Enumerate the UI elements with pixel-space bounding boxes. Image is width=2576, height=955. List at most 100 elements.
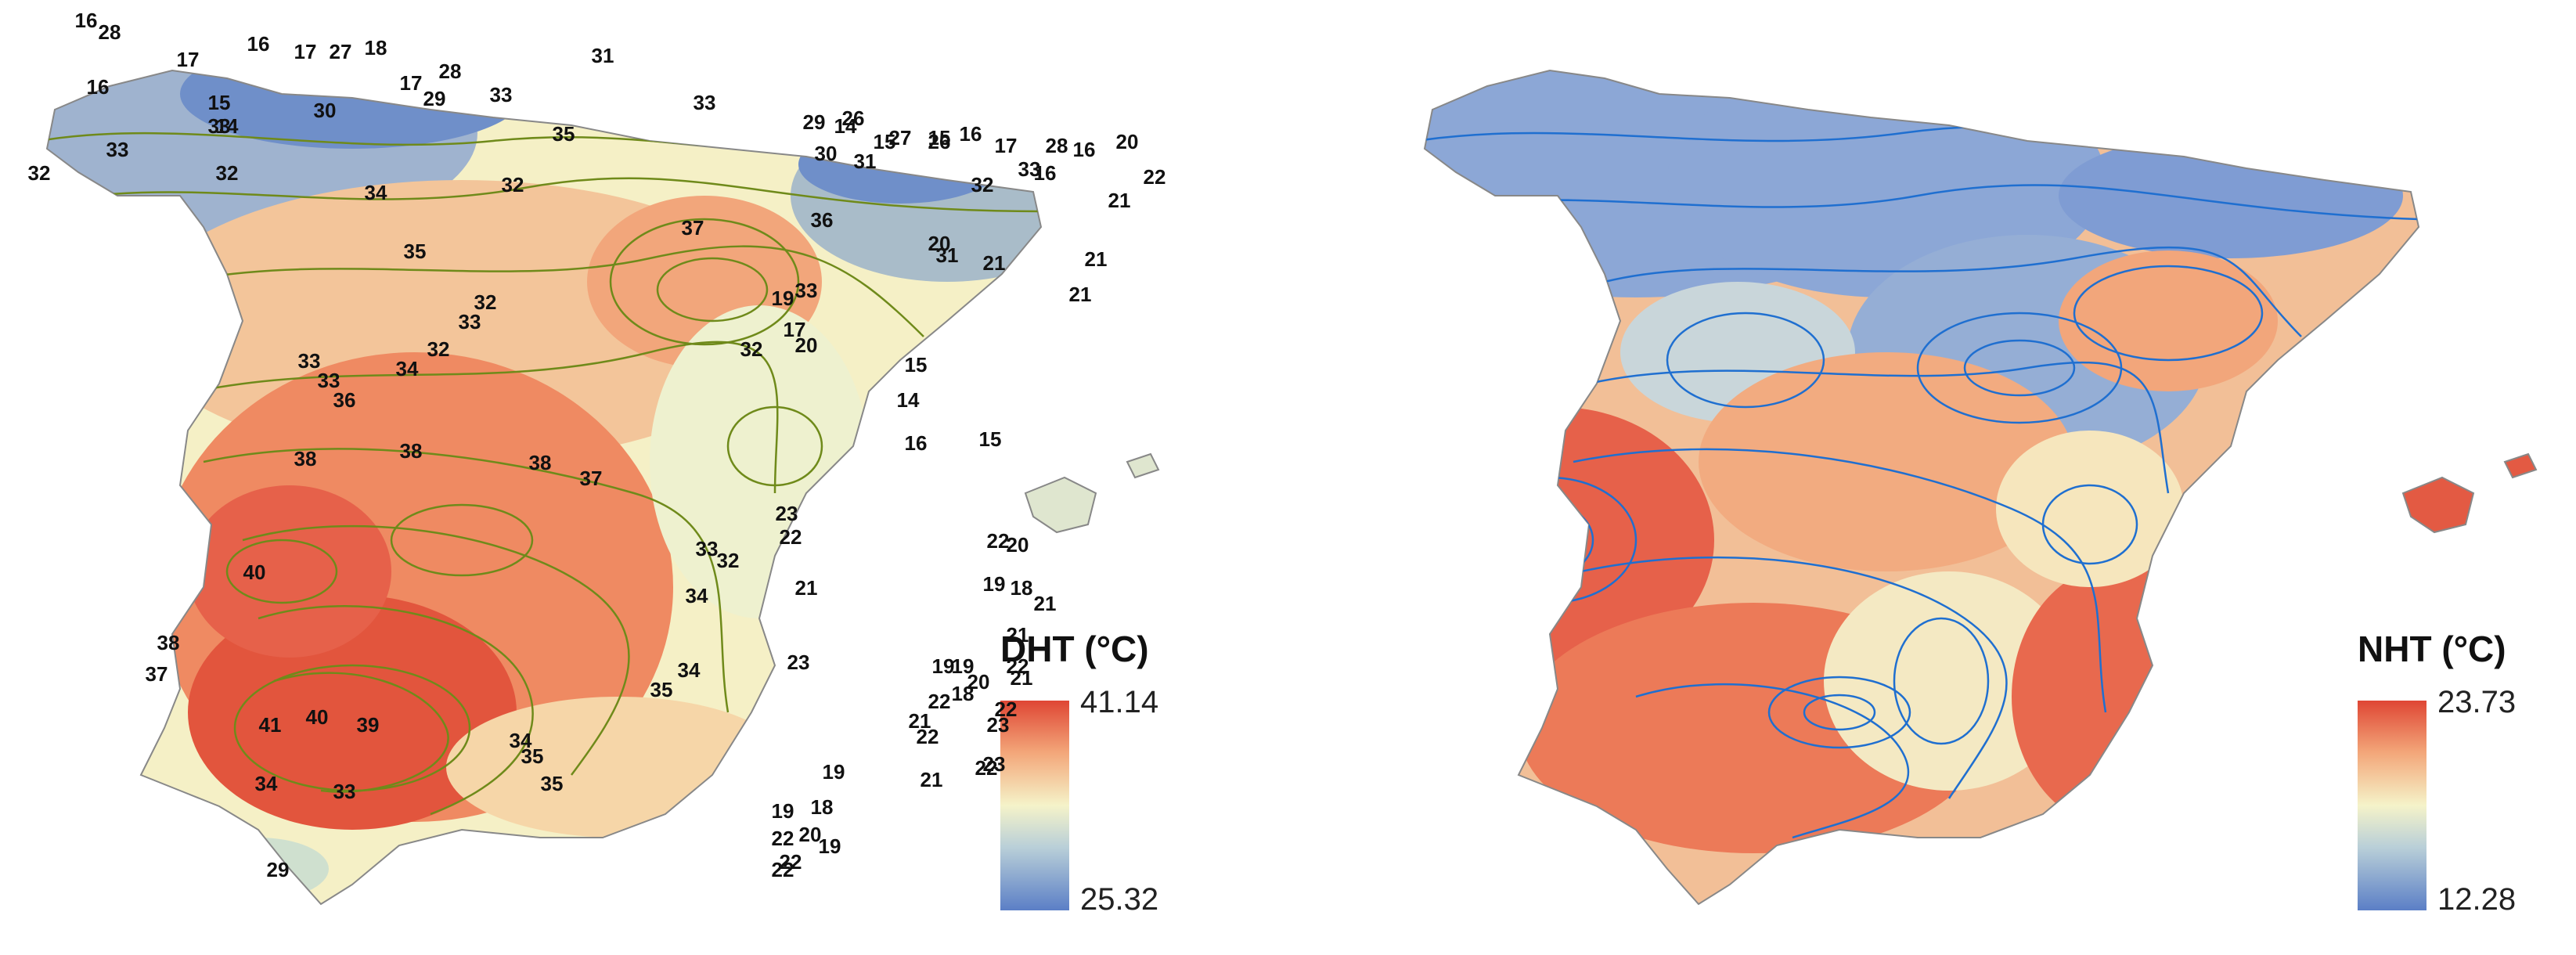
nht-contour-label: 16 — [75, 9, 98, 32]
nht-contour-label: 21 — [1034, 592, 1057, 615]
nht-contour-label: 23 — [787, 650, 810, 674]
dht-contour-label: 35 — [541, 772, 564, 795]
nht-contour-label: 15 — [874, 130, 896, 153]
dht-contour-label: 34 — [686, 584, 708, 607]
nht-contour-label: 21 — [921, 768, 943, 791]
nht-contour-label: 22 — [987, 529, 1010, 553]
nht-contour-label: 20 — [928, 232, 951, 255]
nht-contour-label: 22 — [1007, 654, 1029, 678]
dht-colorbar — [1000, 701, 1069, 910]
dht-contour-label: 26 — [842, 106, 865, 130]
dht-contour-label: 34 — [678, 658, 701, 682]
nht-legend-title: NHT (°C) — [2358, 629, 2506, 669]
dht-contour-label: 34 — [255, 772, 278, 795]
nht-contour-label: 19 — [823, 760, 845, 784]
nht-contour-label: 22 — [780, 525, 802, 549]
dht-contour-label: 33 — [333, 780, 356, 803]
nht-contour-label: 20 — [799, 823, 822, 846]
dht-contour-label: 35 — [521, 744, 544, 768]
nht-contour-label: 22 — [1144, 165, 1166, 189]
dht-contour-label: 32 — [427, 337, 450, 361]
nht-contour-label: 16 — [905, 431, 928, 455]
nht-contour-label: 23 — [987, 713, 1010, 737]
dht-contour-label: 33 — [1018, 157, 1041, 181]
nht-contour-label: 15 — [208, 91, 231, 114]
nht-contour-label: 22 — [772, 827, 794, 850]
nht-contour-label: 21 — [909, 709, 931, 733]
nht-contour-label: 20 — [1116, 130, 1139, 153]
nht-contour-label: 19 — [819, 834, 841, 858]
nht-contour-label: 21 — [1069, 283, 1092, 306]
dht-contour-label: 37 — [580, 467, 603, 490]
dht-contour-label: 33 — [298, 349, 321, 373]
dht-contour-label: 29 — [267, 858, 290, 881]
nht-contour-label: 22 — [780, 850, 802, 874]
dht-contour-lines — [47, 132, 1041, 816]
nht-contour-label: 18 — [811, 795, 834, 819]
dht-contour-label: 27 — [889, 126, 912, 150]
nht-contour-label: 22 — [772, 858, 794, 881]
nht-contour-label: 20 — [1007, 533, 1029, 557]
nht-contour-label: 21 — [1007, 623, 1029, 647]
dht-contour-label: 29 — [803, 110, 826, 134]
dht-legend-min: 25.32 — [1080, 882, 1158, 917]
dht-contour-label: 32 — [474, 290, 497, 314]
dht-contour-label: 33 — [208, 114, 231, 138]
dht-contour-label: 40 — [243, 560, 266, 584]
nht-contour-label: 17 — [995, 134, 1018, 157]
nht-contour-label: 19 — [772, 799, 794, 823]
dht-contour-label: 33 — [318, 369, 340, 392]
nht-contour-label: 18 — [365, 36, 387, 59]
dht-contour-label: 35 — [404, 240, 427, 263]
nht-contour-label: 22 — [928, 690, 951, 713]
nht-contour-label: 21 — [1011, 666, 1033, 690]
dht-contour-label: 38 — [529, 451, 552, 474]
dht-contour-label: 35 — [650, 678, 673, 701]
nht-colorbar — [2358, 701, 2426, 910]
nht-contour-label: 15 — [979, 427, 1002, 451]
dht-contour-label: 32 — [740, 337, 763, 361]
dht-contour-label: 32 — [971, 173, 994, 196]
dht-contour-label: 38 — [294, 447, 317, 470]
dht-contour-label: 38 — [157, 631, 180, 654]
dht-contour-label: 31 — [592, 44, 614, 67]
nht-legend: NHT (°C) 23.73 12.28 — [2358, 629, 2516, 917]
dht-contour-label: 30 — [815, 142, 838, 165]
nht-legend-min: 12.28 — [2437, 882, 2516, 917]
nht-contour-label: 21 — [1085, 247, 1108, 271]
nht-contour-label: 18 — [1011, 576, 1033, 600]
dht-contour-label: 33 — [694, 91, 716, 114]
dht-contour-label: 28 — [439, 59, 462, 83]
dht-contour-label: 34 — [396, 357, 419, 380]
dht-contour-label: 28 — [1046, 134, 1068, 157]
dht-contour-label: 33 — [795, 279, 818, 302]
dht-contour-label: 32 — [216, 161, 239, 185]
nht-contour-label: 21 — [1108, 189, 1131, 212]
nht-contour-label: 23 — [983, 752, 1006, 776]
dht-contour-label: 33 — [696, 537, 719, 560]
dht-contour-label: 31 — [854, 150, 877, 173]
dht-contour-label: 34 — [365, 181, 387, 204]
dht-legend-title: DHT (°C) — [1000, 629, 1149, 669]
dht-contour-label: 36 — [811, 208, 834, 232]
nht-contour-label: 16 — [1073, 138, 1096, 161]
nht-legend-max: 23.73 — [2437, 685, 2516, 719]
nht-contour-label: 16 — [87, 75, 110, 99]
dht-contour-label: 33 — [459, 310, 481, 333]
nht-contour-label: 14 — [834, 114, 857, 138]
nht-contour-label: 16 — [247, 32, 270, 56]
dht-contour-label: 31 — [936, 243, 959, 267]
nht-contour-label: 16 — [960, 122, 982, 146]
dht-contour-label: 26 — [928, 130, 951, 153]
nht-contour-label: 21 — [983, 251, 1006, 275]
dht-contour-label: 38 — [400, 439, 423, 463]
dht-contour-label: 35 — [553, 122, 575, 146]
dht-contour-label: 39 — [357, 713, 380, 737]
nht-contour-label: 19 — [983, 572, 1006, 596]
nht-contour-label: 19 — [772, 286, 794, 310]
dht-contour-label: 40 — [306, 705, 329, 729]
nht-contour-label: 18 — [952, 682, 975, 705]
